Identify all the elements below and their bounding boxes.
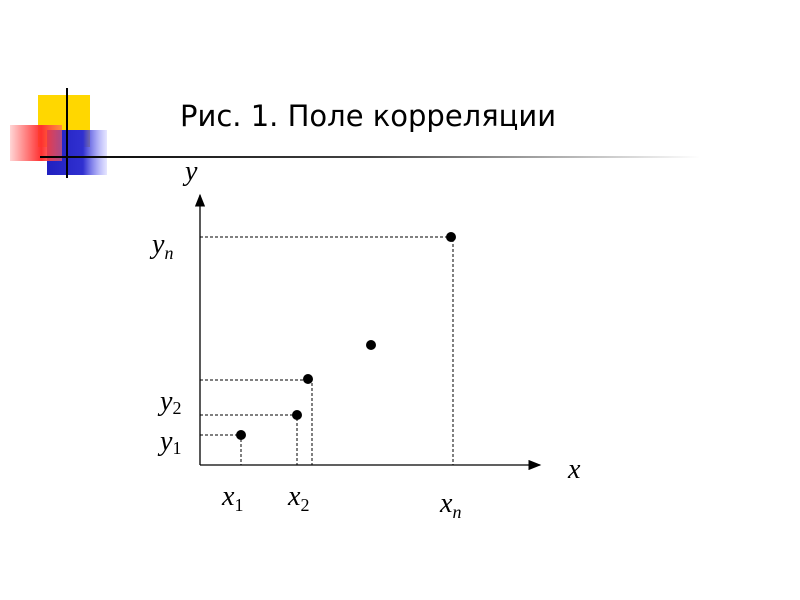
x-label: x1 (221, 481, 243, 515)
title: Рис. 1. Поле корреляции (180, 99, 556, 133)
y-label: y2 (157, 386, 181, 418)
guides (200, 236, 454, 465)
label-sub: n (452, 502, 461, 522)
label-sub: 2 (172, 398, 181, 418)
label-base: y (157, 426, 173, 457)
label-base: y (157, 386, 173, 417)
points (236, 232, 456, 440)
y-label: y1 (157, 426, 181, 458)
x-label: xn (439, 488, 461, 522)
label-sub: 2 (300, 495, 309, 515)
label-base: y (149, 229, 165, 260)
label-sub: 1 (234, 495, 243, 515)
x-label: x2 (287, 481, 309, 515)
y-label: yn (149, 229, 173, 263)
y-axis-label: y (182, 156, 198, 187)
label-base: x (287, 481, 301, 512)
label-sub: 1 (172, 438, 181, 458)
label-sub: n (164, 243, 173, 263)
label-base: x (439, 488, 453, 519)
label-base: x (221, 481, 235, 512)
decoration (10, 88, 700, 178)
x-axis-label: x (567, 454, 581, 485)
axes (194, 193, 542, 471)
